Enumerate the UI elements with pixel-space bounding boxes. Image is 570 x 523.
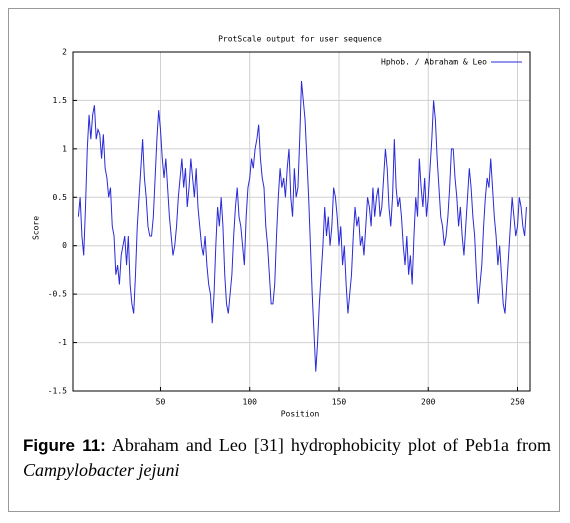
- y-tick-label: 0: [62, 241, 67, 250]
- data-line: [77, 81, 527, 372]
- y-tick-label: -0.5: [48, 290, 67, 299]
- chart-title: ProtScale output for user sequence: [218, 35, 382, 44]
- x-tick-label: 200: [421, 398, 436, 407]
- x-tick-label: 250: [510, 398, 525, 407]
- chart: ProtScale output for user sequence Posit…: [32, 35, 531, 419]
- caption: Figure 11: Abraham and Leo [31] hydropho…: [23, 433, 551, 482]
- y-tick-label: 2: [62, 48, 67, 57]
- legend-label: Hphob. / Abraham & Leo: [381, 58, 487, 67]
- plot-frame: [72, 51, 531, 392]
- y-tick-label: 1.5: [53, 96, 68, 105]
- x-tick-label: 50: [156, 398, 166, 407]
- x-tick-label: 100: [243, 398, 258, 407]
- x-axis-label: Position: [281, 410, 320, 419]
- caption-species: Campylobacter jejuni: [23, 460, 180, 480]
- y-tick-label: -1.5: [48, 387, 67, 396]
- y-axis-label: Score: [32, 216, 41, 240]
- figure-border: [8, 8, 560, 512]
- x-tick-label: 150: [332, 398, 347, 407]
- caption-label: Figure 11:: [23, 436, 106, 455]
- y-tick-label: 1: [62, 144, 67, 153]
- y-tick-label: -1: [57, 338, 67, 347]
- caption-text: Abraham and Leo [31] hydrophobicity plot…: [111, 435, 551, 455]
- y-tick-label: 0.5: [53, 193, 68, 202]
